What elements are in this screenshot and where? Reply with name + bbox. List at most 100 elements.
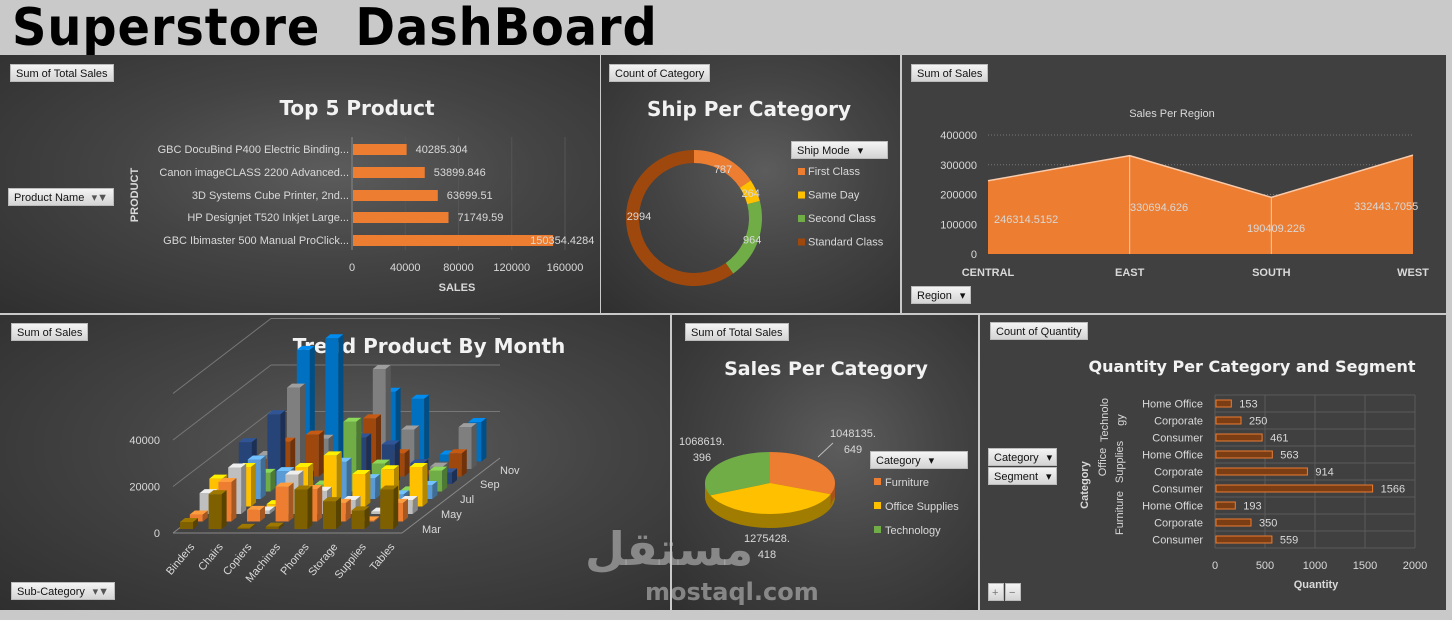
ship-mode-legend-button[interactable]: Ship Mode: [791, 141, 888, 159]
column-side: [452, 468, 457, 484]
data-label: 150354.4284: [530, 235, 594, 247]
column-top: [265, 522, 284, 527]
column-front: [294, 489, 308, 529]
column-mar: [351, 506, 370, 529]
column-side: [193, 518, 198, 529]
segment-label: Corporate: [1154, 416, 1203, 428]
bar: [1215, 450, 1273, 459]
bar: [1215, 433, 1263, 442]
sum-total-sales-field-button[interactable]: Sum of Total Sales: [10, 64, 114, 82]
sales-per-region-panel: Sales Per Region 0 100000 200000 300000 40000…: [902, 55, 1446, 313]
y-tick-label: 400000: [940, 130, 977, 142]
legend-item[interactable]: Furniture: [885, 477, 929, 489]
x-tick-label: 2000: [1403, 560, 1427, 572]
column-front: [247, 509, 260, 522]
pie-slice: [710, 483, 831, 514]
legend-item[interactable]: Office Supplies: [885, 501, 959, 513]
legend-swatch: [798, 215, 805, 222]
y-tick-label: 0: [971, 249, 977, 261]
column-apr: [189, 510, 208, 522]
category-group-label: Technolo: [1099, 398, 1111, 442]
column-top: [410, 459, 429, 464]
sub-category-label: Sub-Category: [17, 586, 85, 598]
bar: [1215, 518, 1252, 527]
donut-slice: [725, 201, 762, 274]
legend-item[interactable]: Technology: [885, 525, 941, 537]
column-top: [343, 417, 362, 422]
sales-per-category-chart: Sales Per Category 1048135. 649 1275428. 418…: [679, 358, 959, 561]
column-dec: [325, 334, 344, 462]
data-label: 193: [1243, 501, 1261, 513]
legend-item[interactable]: Same Day: [808, 190, 860, 202]
data-label: 418: [758, 549, 776, 561]
column-top: [238, 438, 257, 443]
legend-item[interactable]: First Class: [808, 166, 860, 178]
bar: [1215, 484, 1374, 493]
column-mar: [294, 485, 313, 529]
x-tick-label: 120000: [493, 262, 530, 274]
sub-category-axis-button[interactable]: Sub-Category ▾▼: [11, 582, 115, 600]
floor-edge: [401, 457, 501, 534]
data-label: 563: [1280, 450, 1298, 462]
data-label: 53899.846: [434, 167, 486, 179]
column-side: [251, 462, 256, 507]
x-tick-label: 0: [1212, 560, 1218, 572]
category-legend-button[interactable]: Category: [870, 451, 968, 469]
column-side: [364, 506, 370, 529]
y-tick-label: 200000: [940, 190, 977, 202]
column-side: [345, 498, 351, 522]
column-top: [372, 459, 390, 464]
legend-item[interactable]: Standard Class: [808, 237, 884, 249]
top5-product-panel: Top 5 Product GBC DocuBind P400 Electric …: [0, 55, 600, 313]
column-top: [267, 410, 286, 415]
column-top: [189, 510, 208, 515]
chart-title: Quantity Per Category and Segment: [1089, 357, 1416, 376]
sum-of-sales-field-button[interactable]: Sum of Sales: [911, 64, 989, 82]
data-label: 1566: [1381, 484, 1405, 496]
column-front: [265, 526, 279, 529]
column-side: [338, 334, 344, 462]
data-label: 1048135.: [830, 428, 876, 440]
segment-label: Home Office: [1142, 501, 1203, 513]
data-label: 153: [1239, 399, 1257, 411]
column-front: [267, 414, 281, 484]
x-tick-label: Tables: [368, 541, 398, 573]
product-label: Canon imageCLASS 2200 Advanced...: [159, 167, 349, 179]
column-top: [448, 449, 467, 454]
collapse-field-button[interactable]: −: [1005, 583, 1021, 601]
data-label: 559: [1280, 535, 1298, 547]
column-mar: [265, 522, 284, 529]
count-of-category-field-button[interactable]: Count of Category: [609, 64, 711, 82]
column-apr: [247, 505, 265, 522]
column-front: [371, 511, 385, 514]
data-label: 964: [743, 234, 761, 246]
column-top: [325, 334, 344, 339]
legend-item[interactable]: Second Class: [808, 213, 876, 225]
pie-slice: [770, 452, 835, 495]
region-axis-button[interactable]: Region: [911, 286, 972, 304]
column-front: [180, 522, 193, 529]
count-of-quantity-field-button[interactable]: Count of Quantity: [990, 322, 1088, 340]
expand-field-button[interactable]: +: [988, 583, 1004, 601]
sum-of-sales-field-button[interactable]: Sum of Sales: [11, 323, 89, 341]
data-label: 246314.5152: [994, 214, 1058, 226]
category-row-button[interactable]: Category: [988, 448, 1057, 466]
column-side: [270, 468, 276, 492]
data-label: 332443.7055: [1354, 201, 1418, 213]
column-top: [228, 463, 247, 468]
column-front: [351, 510, 365, 529]
column-side: [278, 522, 284, 529]
column-side: [461, 449, 467, 477]
column-side: [481, 417, 487, 462]
column-top: [458, 423, 477, 428]
x-tick-label: Binders: [164, 541, 197, 578]
product-name-filter-button[interactable]: Product Name ▾▼: [8, 188, 114, 206]
column-side: [269, 506, 275, 514]
product-label: GBC Ibimaster 500 Manual ProClick...: [163, 235, 349, 247]
sum-total-sales-field-button[interactable]: Sum of Total Sales: [685, 323, 789, 341]
bar: [1215, 416, 1242, 425]
x-tick-label: EAST: [1115, 267, 1145, 279]
column-side: [432, 481, 438, 499]
segment-row-button[interactable]: Segment: [988, 467, 1057, 485]
column-side: [260, 455, 266, 499]
